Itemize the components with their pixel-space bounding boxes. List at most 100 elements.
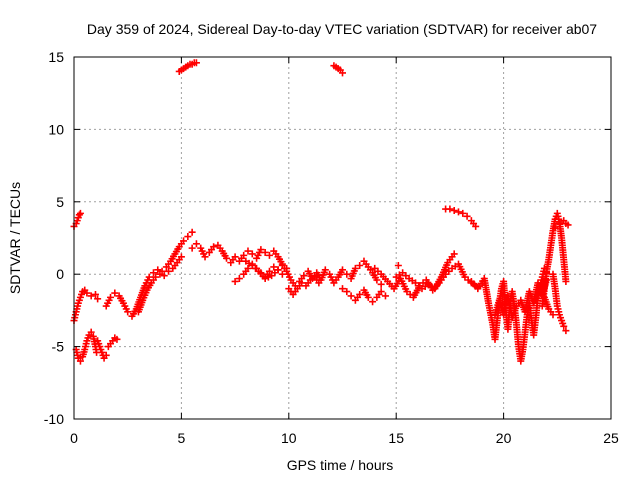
y-tick-label: -5	[52, 339, 65, 355]
series-seg-f3	[394, 262, 402, 270]
series-seg-i	[538, 209, 570, 310]
data-point	[223, 254, 231, 262]
data-point	[75, 211, 83, 219]
data-point	[192, 240, 200, 248]
data-point	[160, 272, 168, 280]
data-point	[364, 293, 372, 301]
y-tick-label: -10	[44, 411, 64, 427]
series-seg-g	[442, 205, 480, 230]
axis-ticks: 0 5 10 15 20 25 -10 -5 0 5 10 15	[44, 49, 619, 446]
data-point	[551, 224, 559, 232]
data-point	[261, 248, 269, 256]
data-point	[321, 266, 329, 274]
data-point	[180, 237, 188, 245]
data-point	[76, 209, 84, 217]
data-point	[188, 228, 196, 236]
data-point	[261, 275, 269, 283]
data-point	[231, 253, 239, 261]
data-point	[87, 292, 95, 300]
data-point	[381, 292, 389, 300]
data-point	[555, 220, 563, 228]
data-point	[446, 205, 454, 213]
series-seg-a4	[94, 337, 110, 362]
data-point	[154, 266, 162, 274]
data-point	[450, 250, 458, 258]
data-point	[244, 247, 252, 255]
series-seg-e3	[339, 285, 389, 306]
data-point	[298, 279, 306, 287]
data-point	[562, 277, 570, 285]
data-point	[94, 295, 102, 303]
data-point	[188, 244, 196, 252]
data-point	[339, 69, 346, 77]
series-seg-b	[102, 228, 196, 320]
data-point	[549, 311, 557, 319]
data-point	[210, 243, 218, 251]
series-seg-i2	[549, 270, 570, 335]
data-point	[91, 290, 99, 298]
data-point	[113, 335, 121, 343]
data-point	[107, 293, 115, 301]
data-point	[257, 246, 265, 254]
y-tick-label: 15	[48, 49, 64, 65]
data-point	[177, 253, 185, 261]
data-point	[300, 272, 308, 280]
data-point	[369, 298, 377, 306]
data-point	[201, 253, 209, 261]
series-seg-d	[188, 240, 291, 272]
series-seg-h2	[491, 276, 551, 322]
series-seg-c2	[330, 62, 346, 77]
data-point	[240, 251, 248, 259]
series-seg-i4	[532, 285, 557, 319]
data-point	[192, 59, 200, 67]
data-point	[564, 221, 572, 229]
x-tick-label: 15	[388, 430, 404, 446]
data-point	[450, 206, 458, 214]
data-point	[248, 250, 256, 258]
data-point	[315, 279, 323, 287]
data-point	[83, 289, 91, 297]
chart-title: Day 359 of 2024, Sidereal Day-to-day VTE…	[87, 21, 597, 37]
data-point	[76, 357, 84, 365]
data-point	[339, 285, 346, 293]
series-seg-c1	[175, 59, 200, 75]
data-point	[111, 289, 119, 297]
y-tick-label: 5	[56, 194, 64, 210]
data-point	[124, 308, 132, 316]
x-tick-label: 0	[70, 430, 78, 446]
data-point	[373, 276, 381, 284]
data-point	[152, 273, 160, 281]
data-point	[231, 277, 239, 285]
data-point	[454, 208, 462, 216]
data-point	[394, 262, 402, 270]
data-point	[235, 275, 243, 283]
data-point	[244, 264, 252, 272]
data-point	[562, 327, 570, 335]
data-point	[472, 222, 480, 230]
x-tick-label: 20	[496, 430, 512, 446]
data-point	[463, 212, 471, 220]
data-point	[87, 328, 95, 336]
series-seg-f2	[392, 250, 458, 293]
x-tick-label: 10	[281, 430, 297, 446]
data-point	[265, 267, 273, 275]
data-point	[145, 273, 153, 281]
data-point	[149, 269, 157, 277]
data-point	[156, 270, 164, 278]
x-tick-label: 5	[178, 430, 186, 446]
data-point	[264, 273, 272, 281]
y-tick-label: 0	[56, 266, 64, 282]
series-seg-a5	[104, 334, 121, 351]
data-point	[339, 266, 346, 274]
series-seg-b2	[134, 253, 185, 316]
data-point	[343, 288, 351, 296]
data-point	[356, 262, 364, 270]
data-point	[270, 263, 278, 271]
data-point	[377, 280, 385, 288]
data-point	[560, 322, 568, 330]
series-seg-e	[274, 257, 385, 290]
data-point	[265, 251, 273, 259]
data-points	[70, 59, 572, 365]
data-point	[274, 266, 282, 274]
